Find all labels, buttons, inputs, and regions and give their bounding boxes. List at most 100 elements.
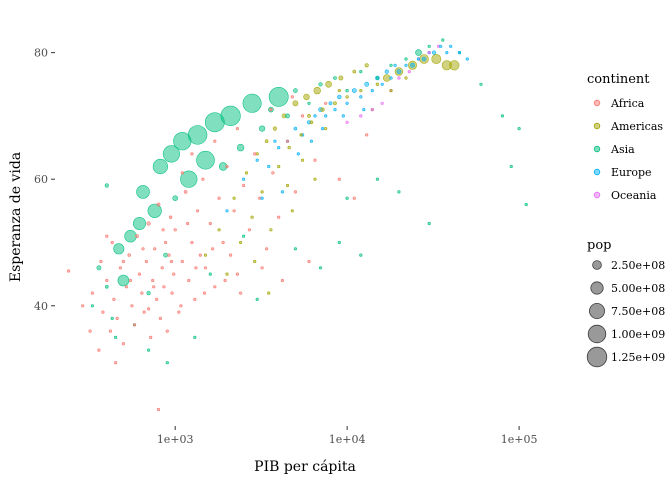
data-point [225, 272, 229, 276]
data-point [110, 240, 114, 245]
data-point [337, 177, 341, 181]
legend-key [592, 260, 602, 270]
data-point [324, 101, 328, 105]
data-point [309, 120, 314, 125]
data-point [427, 44, 431, 48]
data-point [147, 203, 162, 218]
size-legend-item: 7.50e+08 [589, 302, 665, 319]
data-point [96, 265, 102, 271]
data-point [441, 60, 452, 71]
data-point [404, 63, 408, 67]
data-point [309, 139, 314, 143]
data-point [113, 243, 125, 255]
data-point [105, 278, 109, 283]
data-point [162, 285, 166, 289]
data-point [110, 316, 114, 321]
data-point [121, 342, 125, 346]
data-point [407, 69, 411, 74]
data-point [133, 217, 147, 231]
data-point [509, 164, 513, 169]
data-point [271, 171, 275, 175]
data-point [272, 126, 278, 131]
data-point [244, 171, 249, 175]
data-point [370, 107, 374, 112]
data-point [359, 114, 363, 118]
data-point [264, 139, 269, 143]
data-point [160, 266, 164, 270]
data-point [242, 93, 262, 113]
data-point [117, 274, 130, 287]
data-point [105, 284, 109, 289]
data-point [193, 297, 197, 302]
data-point [101, 310, 105, 314]
data-point [153, 247, 157, 251]
legend-label: 1.25e+09 [611, 351, 665, 364]
data-point [128, 278, 133, 283]
legend-label: Americas [610, 120, 663, 133]
legend-label: 1.00e+09 [611, 328, 665, 341]
data-point [375, 76, 380, 80]
data-point [217, 228, 221, 232]
data-point [135, 234, 139, 238]
legend-key [590, 281, 604, 295]
data-point [277, 146, 281, 150]
data-point [382, 74, 391, 82]
data-point [152, 285, 156, 289]
data-point [268, 87, 289, 107]
data-point [179, 304, 183, 308]
legend-label: Africa [610, 97, 645, 110]
y-tick-label: 60 [34, 173, 48, 186]
data-point [318, 266, 323, 270]
color-legend: continent Africa Americas Asia Europe Oceani… [587, 72, 663, 202]
data-point [163, 252, 168, 258]
data-point [293, 247, 298, 251]
data-point [313, 114, 317, 118]
data-point [393, 63, 397, 67]
data-point [524, 202, 528, 207]
data-point [113, 361, 118, 365]
data-point [265, 247, 269, 251]
data-point [217, 196, 221, 200]
data-point [465, 57, 469, 61]
data-point [427, 221, 431, 226]
data-point [186, 221, 190, 226]
legend-key [586, 346, 608, 368]
data-point [287, 145, 291, 150]
size-legend-item: 1.00e+09 [587, 324, 665, 344]
data-point [88, 329, 92, 333]
data-point [225, 164, 229, 169]
data-point [253, 152, 257, 156]
data-point [201, 177, 205, 181]
points-layer [66, 38, 528, 412]
data-point [90, 291, 94, 295]
data-point [269, 107, 273, 112]
data-point [190, 152, 194, 156]
data-point [203, 266, 208, 270]
data-point [431, 50, 437, 55]
data-point [370, 88, 374, 93]
y-tick-label: 80 [34, 47, 48, 60]
data-point [337, 88, 341, 93]
data-point [449, 44, 453, 48]
data-point [328, 101, 333, 106]
data-point [333, 107, 337, 112]
data-point [333, 101, 337, 106]
data-point [66, 269, 71, 273]
legend-key [593, 122, 601, 130]
data-point [277, 164, 281, 169]
data-point [187, 278, 191, 283]
data-point [290, 95, 294, 99]
data-point [165, 329, 169, 333]
data-point [250, 215, 254, 219]
data-point [290, 209, 294, 213]
data-point [156, 202, 161, 207]
x-tick-label: 1e+03 [157, 433, 194, 446]
data-point [105, 234, 109, 238]
x-axis-title: PIB per cápita [254, 459, 356, 475]
data-point [365, 133, 369, 137]
axes-layer: 1e+03 1e+04 1e+05 40 60 80 [34, 47, 537, 446]
data-point [104, 183, 109, 188]
data-point [140, 291, 144, 295]
data-point [303, 93, 310, 101]
data-point [500, 114, 505, 118]
